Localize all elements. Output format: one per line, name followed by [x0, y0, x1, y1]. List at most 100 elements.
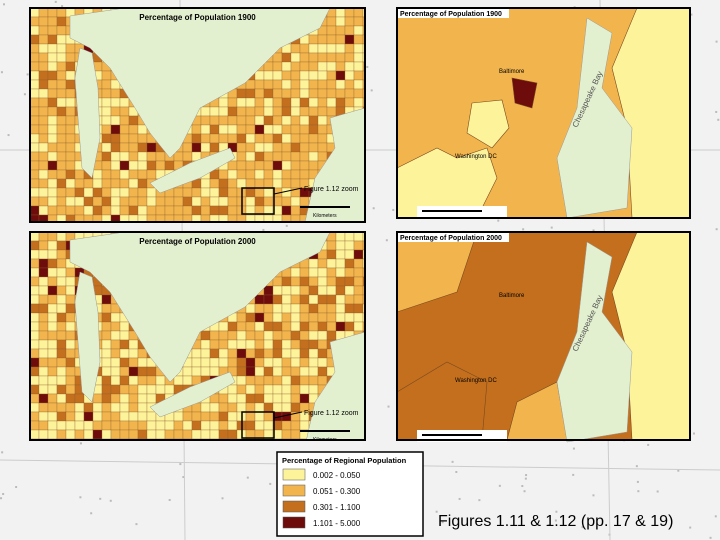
dot: [523, 490, 526, 493]
county: [182, 205, 193, 216]
zoom-label: Figure 1.12 zoom: [304, 410, 359, 417]
county: [119, 106, 130, 117]
county: [317, 97, 328, 108]
county: [245, 169, 256, 180]
county: [110, 312, 121, 323]
county: [47, 52, 58, 63]
county: [56, 285, 67, 296]
county: [335, 276, 346, 287]
county: [110, 348, 121, 359]
county: [47, 160, 58, 171]
county: [155, 196, 166, 207]
county: [101, 142, 112, 153]
dot: [179, 463, 182, 466]
dot: [15, 486, 18, 489]
county: [56, 249, 67, 260]
county: [353, 312, 364, 323]
county: [38, 420, 49, 431]
county: [263, 79, 274, 90]
county: [128, 169, 139, 180]
county: [200, 420, 211, 431]
county: [30, 232, 40, 242]
county: [290, 43, 301, 54]
county: [56, 97, 67, 108]
county: [110, 393, 121, 404]
county: [110, 339, 121, 350]
county: [56, 70, 67, 81]
county: [110, 169, 121, 180]
county: [119, 348, 130, 359]
county: [290, 133, 301, 144]
water: [74, 47, 101, 179]
county: [30, 312, 40, 323]
county: [119, 160, 130, 171]
county: [272, 124, 283, 135]
county: [281, 97, 292, 108]
county: [128, 384, 139, 395]
county: [56, 52, 67, 63]
county: [119, 402, 130, 413]
county: [38, 142, 49, 153]
county: [47, 357, 58, 368]
county: [254, 321, 265, 332]
county: [128, 160, 139, 171]
county: [335, 52, 346, 63]
county: [200, 115, 211, 126]
county: [128, 187, 139, 198]
county: [56, 348, 67, 359]
county: [236, 357, 247, 368]
dot: [550, 226, 553, 229]
county: [47, 8, 58, 18]
county: [353, 88, 364, 99]
county: [38, 267, 49, 278]
county: [119, 339, 130, 350]
county: [254, 142, 265, 153]
county: [65, 294, 76, 305]
county: [263, 70, 274, 81]
county: [200, 339, 211, 350]
county: [146, 196, 157, 207]
county: [308, 303, 319, 314]
regional-map: Percentage of Population 2000 Figure 1.12…: [29, 231, 366, 443]
county: [101, 321, 112, 332]
county: [290, 61, 301, 72]
county: [38, 276, 49, 287]
county: [272, 339, 283, 350]
county: [335, 43, 346, 54]
county: [335, 79, 346, 90]
county: [326, 34, 337, 45]
county: [353, 294, 364, 305]
county: [335, 25, 346, 36]
county: [290, 52, 301, 63]
county: [227, 384, 238, 395]
county: [335, 16, 346, 27]
county: [254, 70, 265, 81]
county: [209, 366, 220, 377]
dot: [522, 228, 525, 231]
county: [119, 330, 130, 341]
county: [38, 25, 49, 36]
county: [30, 249, 40, 260]
county: [38, 348, 49, 359]
county: [119, 133, 130, 144]
county: [47, 124, 58, 135]
county: [263, 133, 274, 144]
county: [254, 366, 265, 377]
water: [149, 147, 236, 194]
county: [173, 375, 184, 386]
dot: [372, 207, 375, 210]
county: [290, 151, 301, 162]
county: [263, 142, 274, 153]
county: [299, 43, 310, 54]
county: [173, 187, 184, 198]
county: [290, 285, 301, 296]
county: [335, 285, 346, 296]
county: [281, 124, 292, 135]
county: [209, 357, 220, 368]
county: [308, 375, 319, 386]
county: [200, 357, 211, 368]
county: [245, 420, 256, 431]
county: [263, 312, 274, 323]
county: [254, 133, 265, 144]
county: [47, 151, 58, 162]
